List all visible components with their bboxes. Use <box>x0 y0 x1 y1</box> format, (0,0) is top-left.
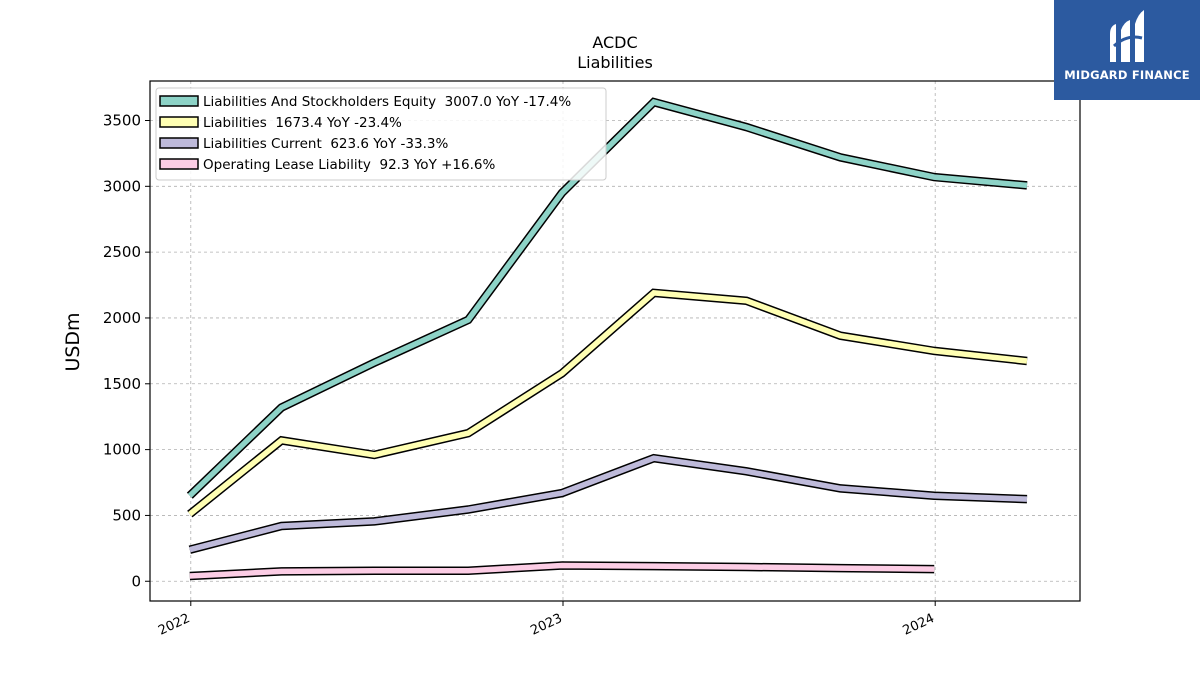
series-1 <box>187 288 1028 518</box>
series-0 <box>186 97 1028 499</box>
legend: Liabilities And Stockholders Equity 3007… <box>155 87 607 181</box>
legend-item: Liabilities Current 623.6 YoY -33.3% <box>159 136 448 152</box>
legend-swatch <box>159 116 199 128</box>
legend-item: Liabilities And Stockholders Equity 3007… <box>159 94 571 110</box>
series-2 <box>188 453 1028 554</box>
series-line-outline <box>188 453 1028 554</box>
y-axis: 0 500 1000 1500 2000 2500 3000 3500 <box>103 111 150 590</box>
x-axis: 2022 2023 2024 <box>156 601 937 639</box>
series-line-outline <box>187 288 1028 518</box>
y-axis-label: USDm <box>62 312 84 371</box>
legend-item: Liabilities 1673.4 YoY -23.4% <box>159 115 402 131</box>
y-tick-label: 1500 <box>103 375 141 393</box>
legend-item: Operating Lease Liability 92.3 YoY +16.6… <box>159 157 495 173</box>
y-tick-label: 3500 <box>103 111 141 129</box>
x-tick-label: 2023 <box>528 611 564 639</box>
y-tick-label: 2500 <box>103 243 141 261</box>
series-line <box>189 562 935 579</box>
y-tick-label: 3000 <box>103 177 141 195</box>
y-tick-label: 2000 <box>103 309 141 327</box>
legend-label: Liabilities 1673.4 YoY -23.4% <box>203 115 402 131</box>
chart-subtitle: Liabilities <box>577 53 653 72</box>
legend-swatch <box>159 158 199 170</box>
midgard-logo-icon <box>1110 10 1144 62</box>
legend-swatch <box>159 95 199 107</box>
y-tick-label: 500 <box>112 506 141 524</box>
series-line <box>188 290 1028 517</box>
brand-logo: MIDGARD FINANCE <box>1054 0 1200 100</box>
y-tick-label: 1000 <box>103 441 141 459</box>
brand-name: MIDGARD FINANCE <box>1064 68 1190 82</box>
legend-label: Liabilities And Stockholders Equity 3007… <box>203 94 571 110</box>
series-line <box>189 455 1028 553</box>
legend-swatch <box>159 137 199 149</box>
x-tick-label: 2024 <box>901 611 937 639</box>
legend-label: Operating Lease Liability 92.3 YoY +16.6… <box>203 157 495 173</box>
legend-box <box>155 87 607 181</box>
series-line <box>187 99 1028 498</box>
chart-title: ACDC <box>592 33 637 52</box>
series-layer <box>186 97 1028 581</box>
plot-frame <box>149 80 1081 602</box>
series-3 <box>189 561 935 581</box>
x-tick-label: 2022 <box>156 611 192 639</box>
legend-label: Liabilities Current 623.6 YoY -33.3% <box>203 136 448 152</box>
y-tick-label: 0 <box>131 572 141 590</box>
